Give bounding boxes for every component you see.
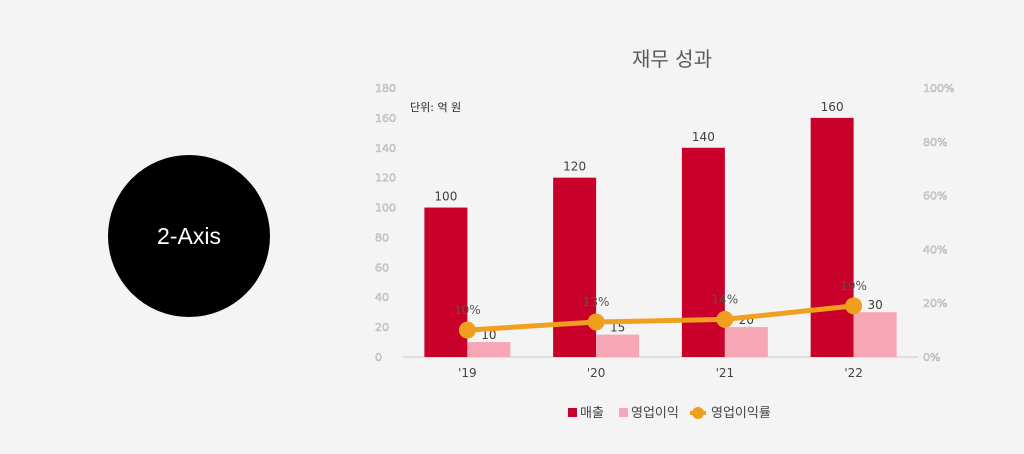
legend-op-margin-label: 영업이익률 (711, 406, 771, 421)
left-axis-tick: 60 (375, 261, 389, 274)
left-axis-tick: 160 (375, 112, 396, 125)
op-income-bar (467, 342, 511, 357)
left-axis-tick: 80 (375, 231, 389, 244)
margin-point-label: 19% (840, 279, 867, 293)
axis-badge-label: 2-Axis (157, 222, 221, 249)
left-axis-tick: 20 (375, 321, 389, 334)
right-axis-tick: 20% (923, 297, 947, 310)
left-axis-tick: 120 (375, 172, 396, 185)
legend-revenue-swatch (568, 408, 577, 417)
revenue-bar-label: 140 (692, 130, 715, 144)
margin-point-label: 10% (454, 303, 481, 317)
margin-point-label: 14% (712, 292, 739, 306)
legend: 매출 영업이익 영업이익률 (568, 406, 771, 421)
right-axis-tick: 100% (923, 82, 954, 95)
margin-line: 10% 13% 14% 19% (454, 279, 867, 339)
legend-op-income-label: 영업이익 (631, 406, 679, 421)
op-income-bar (724, 327, 768, 357)
left-axis-tick: 180 (375, 82, 396, 95)
x-axis-tick: '21 (716, 366, 735, 380)
left-axis-ticks: 0 20 40 60 80 100 120 140 160 180 (375, 82, 396, 364)
left-axis-tick: 100 (375, 202, 396, 215)
revenue-bar-label: 100 (434, 190, 457, 204)
axis-badge: 2-Axis (108, 155, 270, 317)
left-axis-tick: 0 (375, 351, 382, 364)
right-axis-ticks: 0% 20% 40% 60% 80% 100% (923, 82, 955, 364)
op-income-bar-label: 30 (867, 298, 882, 312)
x-axis-tick: '22 (844, 366, 863, 380)
right-axis-tick: 0% (923, 351, 940, 364)
margin-point (458, 321, 476, 339)
op-income-bar-label: 10 (481, 328, 496, 342)
margin-point (587, 313, 605, 331)
x-axis-ticks: '19 '20 '21 '22 (458, 366, 863, 380)
left-axis-tick: 140 (375, 142, 396, 155)
right-axis-tick: 40% (923, 243, 947, 256)
revenue-bar (553, 177, 597, 357)
legend-op-margin-marker (692, 407, 704, 419)
revenue-bar (681, 147, 725, 357)
right-axis-tick: 60% (923, 190, 947, 203)
legend-revenue-label: 매출 (580, 406, 604, 421)
margin-point (716, 310, 734, 328)
op-income-bar (853, 312, 897, 357)
unit-note: 단위: 억 원 (410, 101, 461, 114)
op-income-bar (596, 334, 640, 357)
legend-op-income-swatch (619, 408, 628, 417)
margin-line-path (464, 303, 857, 333)
margin-point (845, 297, 863, 315)
left-axis-tick: 40 (375, 291, 389, 304)
x-axis-tick: '19 (458, 366, 477, 380)
right-axis-tick: 80% (923, 136, 947, 149)
revenue-bar-label: 120 (563, 160, 586, 174)
revenue-bar (810, 117, 854, 357)
chart-title: 재무 성과 (632, 47, 712, 71)
x-axis-tick: '20 (587, 366, 606, 380)
margin-point-label: 13% (583, 295, 610, 309)
revenue-bar-label: 160 (821, 100, 844, 114)
